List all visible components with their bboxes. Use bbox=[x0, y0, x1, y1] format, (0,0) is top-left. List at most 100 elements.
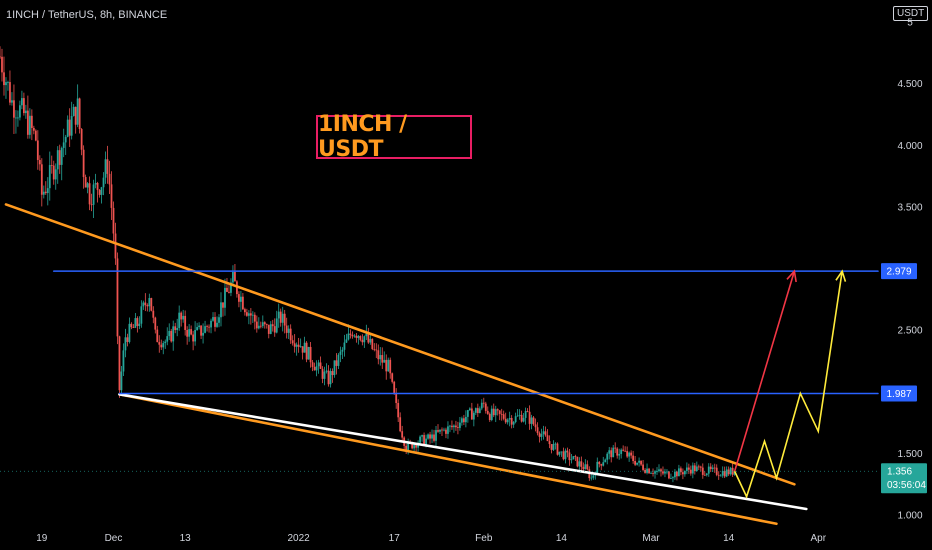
candle bbox=[345, 333, 348, 343]
candle bbox=[226, 277, 228, 293]
support-line[interactable] bbox=[118, 393, 808, 511]
candle bbox=[249, 308, 252, 325]
candle bbox=[285, 317, 288, 339]
candle bbox=[449, 424, 451, 433]
candle bbox=[222, 302, 224, 317]
time-axis[interactable]: 19 Dec 13 2022 17 Feb 14 Mar 14 Apr bbox=[36, 533, 826, 544]
candle bbox=[572, 455, 575, 460]
candle bbox=[459, 416, 461, 431]
price-tick-label: 4.500 bbox=[897, 79, 922, 90]
candle bbox=[351, 331, 354, 339]
candle bbox=[339, 346, 342, 363]
candle bbox=[236, 280, 238, 298]
candle bbox=[526, 408, 529, 413]
candle bbox=[62, 128, 65, 158]
candle bbox=[200, 325, 202, 340]
candle bbox=[44, 181, 47, 195]
candle bbox=[90, 193, 93, 212]
candle bbox=[56, 146, 59, 184]
candle bbox=[562, 447, 565, 461]
candle bbox=[52, 160, 55, 185]
candle bbox=[257, 317, 260, 330]
candle bbox=[498, 410, 501, 421]
candle bbox=[558, 451, 561, 457]
candle bbox=[570, 453, 573, 464]
yellow-projection-arrowhead bbox=[835, 269, 847, 282]
candle bbox=[102, 172, 105, 196]
candle bbox=[399, 412, 402, 433]
candle bbox=[662, 466, 664, 476]
candle bbox=[542, 425, 545, 440]
time-tick-label: Dec bbox=[105, 533, 123, 544]
candle bbox=[610, 447, 613, 463]
price-tick-label: 2.500 bbox=[897, 326, 922, 337]
candle bbox=[349, 329, 352, 339]
candle bbox=[502, 410, 505, 421]
candle bbox=[656, 467, 658, 475]
candle bbox=[327, 365, 330, 387]
candle bbox=[636, 462, 638, 466]
candle bbox=[731, 463, 734, 478]
candle bbox=[379, 347, 382, 366]
candle bbox=[341, 347, 344, 359]
candle bbox=[281, 306, 284, 332]
candle bbox=[202, 323, 204, 344]
candle bbox=[100, 186, 103, 204]
candle bbox=[701, 463, 704, 479]
candle bbox=[182, 309, 185, 323]
candle bbox=[693, 462, 696, 475]
candle bbox=[464, 410, 467, 428]
candle bbox=[234, 264, 236, 282]
candle bbox=[315, 360, 318, 377]
candle bbox=[293, 334, 296, 353]
time-tick-label: Apr bbox=[810, 533, 826, 544]
candle bbox=[705, 472, 708, 477]
candle bbox=[508, 411, 511, 427]
candle bbox=[166, 327, 169, 346]
red-projection[interactable] bbox=[733, 270, 796, 472]
candle bbox=[259, 321, 262, 329]
candle bbox=[68, 108, 71, 147]
candle bbox=[212, 312, 214, 322]
currency-badge[interactable]: USDT bbox=[893, 6, 929, 21]
candle bbox=[50, 155, 53, 174]
candle bbox=[156, 325, 159, 343]
candle bbox=[544, 426, 547, 437]
candle bbox=[291, 335, 294, 346]
candle bbox=[616, 447, 619, 459]
candle bbox=[66, 115, 69, 138]
lower-wedge-line[interactable] bbox=[118, 393, 778, 526]
candle bbox=[132, 324, 135, 328]
candle bbox=[652, 468, 654, 477]
candle bbox=[725, 466, 728, 478]
upper-wedge-line[interactable] bbox=[4, 203, 796, 486]
candle bbox=[612, 444, 615, 458]
candle bbox=[427, 433, 429, 440]
candle bbox=[277, 303, 280, 328]
candle bbox=[3, 56, 5, 96]
candle bbox=[383, 351, 386, 363]
candle bbox=[506, 418, 509, 425]
candle bbox=[178, 305, 181, 331]
candle bbox=[391, 372, 394, 384]
candle bbox=[474, 407, 477, 416]
candle bbox=[576, 456, 579, 468]
candle bbox=[241, 292, 244, 311]
candle bbox=[19, 100, 21, 121]
candle bbox=[172, 320, 175, 351]
candle bbox=[329, 368, 332, 388]
candle bbox=[484, 401, 487, 414]
candle bbox=[28, 108, 31, 139]
candle bbox=[218, 314, 220, 328]
candle bbox=[393, 380, 396, 395]
candle bbox=[711, 464, 714, 472]
candle bbox=[251, 311, 254, 323]
candle bbox=[476, 403, 479, 417]
price-axis[interactable]: 5 4.500 4.000 3.500 2.500 1.500 1.000 bbox=[897, 18, 922, 522]
yellow-projection[interactable] bbox=[733, 271, 843, 499]
candle bbox=[455, 420, 457, 431]
candle bbox=[357, 335, 360, 345]
candle bbox=[626, 446, 629, 459]
level-price-tag: 2.979 bbox=[881, 263, 917, 280]
